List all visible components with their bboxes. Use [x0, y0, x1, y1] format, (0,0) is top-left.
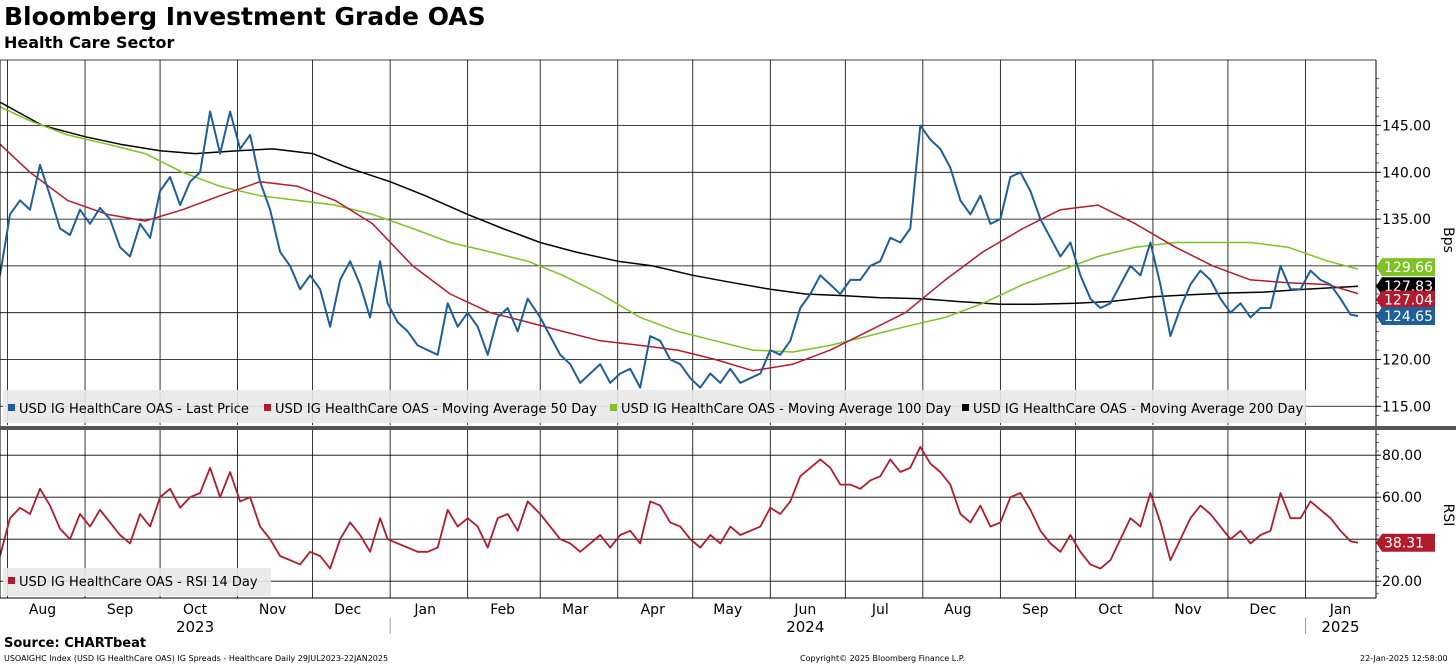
page-title: Bloomberg Investment Grade OAS [4, 2, 486, 31]
page-subtitle: Health Care Sector [4, 33, 175, 52]
y-axis-title: RSI [1440, 504, 1456, 527]
ma100-badge [1376, 258, 1435, 277]
price-panel-legend: USD IG HealthCare OAS - Last Price USD IG… [3, 390, 1306, 423]
legend-swatch [962, 404, 969, 411]
series-line-rsi [0, 445, 1359, 570]
x-year-label: 2023 [176, 618, 214, 636]
legend-swatch [8, 404, 15, 411]
x-tick-label: Aug [944, 602, 971, 618]
x-axis: Aug Sep Oct Nov Dec Jan Feb Mar Apr May Jun Jul Aug S… [29, 602, 1360, 636]
copyright: Copyright© 2025 Bloomberg Finance L.P. [800, 654, 965, 663]
legend-entry: USD IG HealthCare OAS - RSI 14 Day [19, 575, 258, 590]
x-tick-label: Apr [641, 602, 665, 618]
x-year-label: 2024 [786, 618, 824, 636]
y-tick-label: 80.00 [1382, 448, 1422, 464]
x-tick-label: Nov [1174, 602, 1201, 618]
rsi-panel-legend: USD IG HealthCare OAS - RSI 14 Day [3, 568, 271, 596]
legend-entry: USD IG HealthCare OAS - Moving Average 2… [973, 402, 1304, 417]
ma50-badge [1376, 290, 1435, 309]
x-tick-label: Oct [183, 602, 208, 618]
last-price-badge-label: 124.65 [1384, 309, 1433, 325]
series-line-ma-100 [0, 106, 1359, 353]
ma50-badge-label: 127.04 [1384, 293, 1433, 309]
x-tick-label: Jan [1329, 602, 1352, 618]
rsi-badge-label: 38.31 [1384, 536, 1424, 552]
source-label: Source: CHARTbeat [4, 636, 147, 651]
y-tick-label: 135.00 [1382, 212, 1431, 228]
series-line-last-price [0, 110, 1359, 389]
y-axis-title: Bps [1440, 227, 1456, 253]
y-tick-label: 145.00 [1382, 119, 1431, 135]
x-tick-label: Jun [793, 602, 816, 618]
legend-background [3, 390, 1306, 423]
legend-entry: USD IG HealthCare OAS - Last Price [19, 402, 249, 417]
legend-entry: USD IG HealthCare OAS - Moving Average 5… [275, 402, 597, 417]
x-tick-label: Aug [29, 602, 56, 618]
x-tick-label: Dec [1249, 602, 1276, 618]
x-tick-label: Sep [107, 602, 134, 618]
price-panel-series [0, 101, 1359, 389]
legend-swatch [8, 577, 15, 584]
y-tick-label: 120.00 [1382, 352, 1431, 368]
x-tick-label: Dec [334, 602, 361, 618]
legend-swatch [610, 404, 617, 411]
x-tick-label: Sep [1022, 602, 1049, 618]
series-line-ma-200 [0, 101, 1359, 306]
x-tick-label: Mar [562, 602, 589, 618]
chart-axes: 115.00120.00125.00130.00135.00140.00145.… [0, 59, 1456, 599]
x-tick-label: Jan [413, 602, 436, 618]
legend-background [3, 568, 271, 596]
legend-entry: USD IG HealthCare OAS - Moving Average 1… [621, 402, 952, 417]
x-tick-label: Jul [871, 602, 889, 618]
rsi-badge [1376, 533, 1435, 552]
y-tick-label: 140.00 [1382, 165, 1431, 181]
series-line-ma-50 [0, 143, 1359, 372]
legend-swatch [264, 404, 271, 411]
y-tick-label: 20.00 [1382, 574, 1422, 590]
timestamp: 22-Jan-2025 12:58:00 [1360, 654, 1448, 663]
x-year-label: 2025 [1321, 618, 1359, 636]
panel-divider [0, 426, 1456, 430]
rsi-panel-series [0, 445, 1359, 570]
y-tick-label: 115.00 [1382, 399, 1431, 415]
last-price-badge [1376, 306, 1435, 325]
x-tick-label: Oct [1098, 602, 1123, 618]
x-tick-label: Nov [259, 602, 286, 618]
ma100-badge-label: 129.66 [1384, 260, 1433, 276]
index-info: USOAIGHC Index (USD IG HealthCare OAS) I… [4, 654, 389, 663]
x-tick-label: May [713, 602, 742, 618]
x-tick-label: Feb [490, 602, 515, 618]
y-tick-label: 60.00 [1382, 490, 1422, 506]
